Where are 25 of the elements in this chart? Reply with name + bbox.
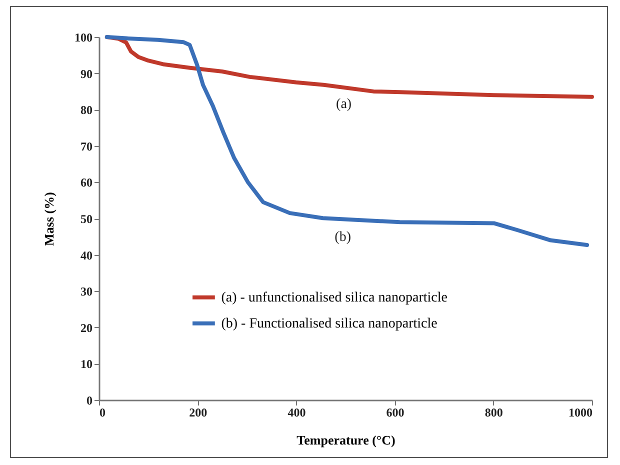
x-tick-label: 0 — [100, 406, 106, 420]
x-tick-label: 800 — [484, 406, 503, 420]
y-axis-title: Mass (%) — [42, 192, 56, 246]
x-axis-title: Temperature (°C) — [296, 432, 396, 448]
y-tick-label: 60 — [80, 176, 92, 190]
y-tick-label: 80 — [80, 103, 92, 118]
y-tick-label: 70 — [80, 139, 92, 154]
line-series — [104, 35, 594, 99]
line-series — [104, 35, 590, 247]
x-tick-label: 1000 — [568, 406, 592, 420]
annotation: (b) — [334, 230, 352, 246]
y-tick-label: 100 — [74, 30, 92, 44]
y-tick-label: 10 — [80, 357, 92, 372]
y-tick-label: 20 — [80, 320, 92, 335]
y-tick-label: 90 — [80, 66, 92, 81]
x-tick-label: 600 — [386, 406, 404, 420]
y-tick-label: 30 — [80, 284, 92, 299]
y-tick-label: 40 — [80, 248, 92, 262]
x-tick-label: 200 — [189, 406, 208, 420]
x-tick-label: 400 — [288, 406, 306, 420]
legend-label: (b) - Functionalised silica nanoparticle — [221, 316, 438, 332]
y-tick-label: 50 — [80, 212, 92, 226]
legend-label: (a) - unfunctionalised silica nanoparticle — [221, 290, 448, 306]
annotation: (a) — [336, 96, 352, 112]
y-tick-label: 0 — [86, 394, 92, 408]
